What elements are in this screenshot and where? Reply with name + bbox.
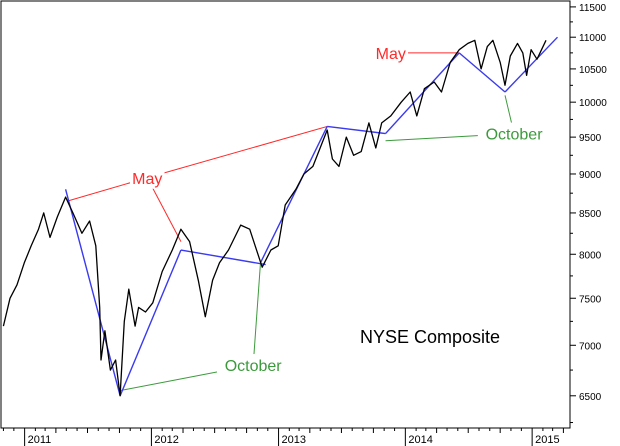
trendline-4 [327, 125, 386, 135]
annotation-pointer-0-2 [147, 125, 328, 179]
x-tick-label-2012: 2012 [154, 434, 178, 446]
y-tick-label-8500: 8500 [579, 209, 602, 220]
y-tick-label-10000: 10000 [579, 98, 607, 109]
x-tick-label-2015: 2015 [535, 434, 559, 446]
series-layer [2, 39, 547, 397]
trendline-6 [458, 52, 506, 93]
annotation-label-bg-3 [477, 122, 551, 145]
trendline-7 [504, 36, 559, 93]
annotation-label-bg-0 [129, 166, 165, 189]
y-tick-label-11000: 11000 [579, 33, 607, 44]
annotation-pointer-2-1 [252, 262, 261, 366]
x-tick-label-2014: 2014 [408, 434, 432, 446]
x-tick-label-2013: 2013 [282, 434, 306, 446]
trendline-0 [64, 189, 121, 396]
label-layer: May May October October [129, 41, 551, 377]
trendline-5 [385, 52, 460, 135]
chart-title: NYSE Composite [360, 327, 500, 347]
trendline-1 [119, 249, 182, 397]
y-axis: 6500 7000 7500 8000 8500 9000 9500 10000 10500 11… [570, 3, 607, 424]
annotation-label-bg-1 [373, 41, 409, 64]
annotation-label-1: May [376, 46, 406, 63]
y-tick-label-7000: 7000 [579, 341, 602, 352]
y-tick-label-9500: 9500 [579, 133, 602, 144]
y-tick-label-11500: 11500 [579, 3, 607, 14]
y-tick-label-10500: 10500 [579, 65, 607, 76]
x-tick-label-2011: 2011 [28, 434, 52, 446]
trendline-layer [64, 36, 559, 397]
y-tick-label-7500: 7500 [579, 294, 602, 305]
annotation-label-0: May [132, 171, 162, 188]
x-axis: 2011 2012 2013 2014 2015 [2, 428, 564, 446]
y-tick-label-6500: 6500 [579, 392, 602, 403]
plot-frame [0, 0, 571, 429]
annotation-label-2: October [225, 358, 283, 375]
series-line [2, 39, 547, 397]
annotation-label-3: October [486, 127, 544, 144]
annotation-label-bg-2 [216, 354, 290, 377]
y-tick-label-8000: 8000 [579, 250, 602, 261]
trendline-3 [259, 126, 328, 264]
y-tick-label-9000: 9000 [579, 170, 602, 181]
